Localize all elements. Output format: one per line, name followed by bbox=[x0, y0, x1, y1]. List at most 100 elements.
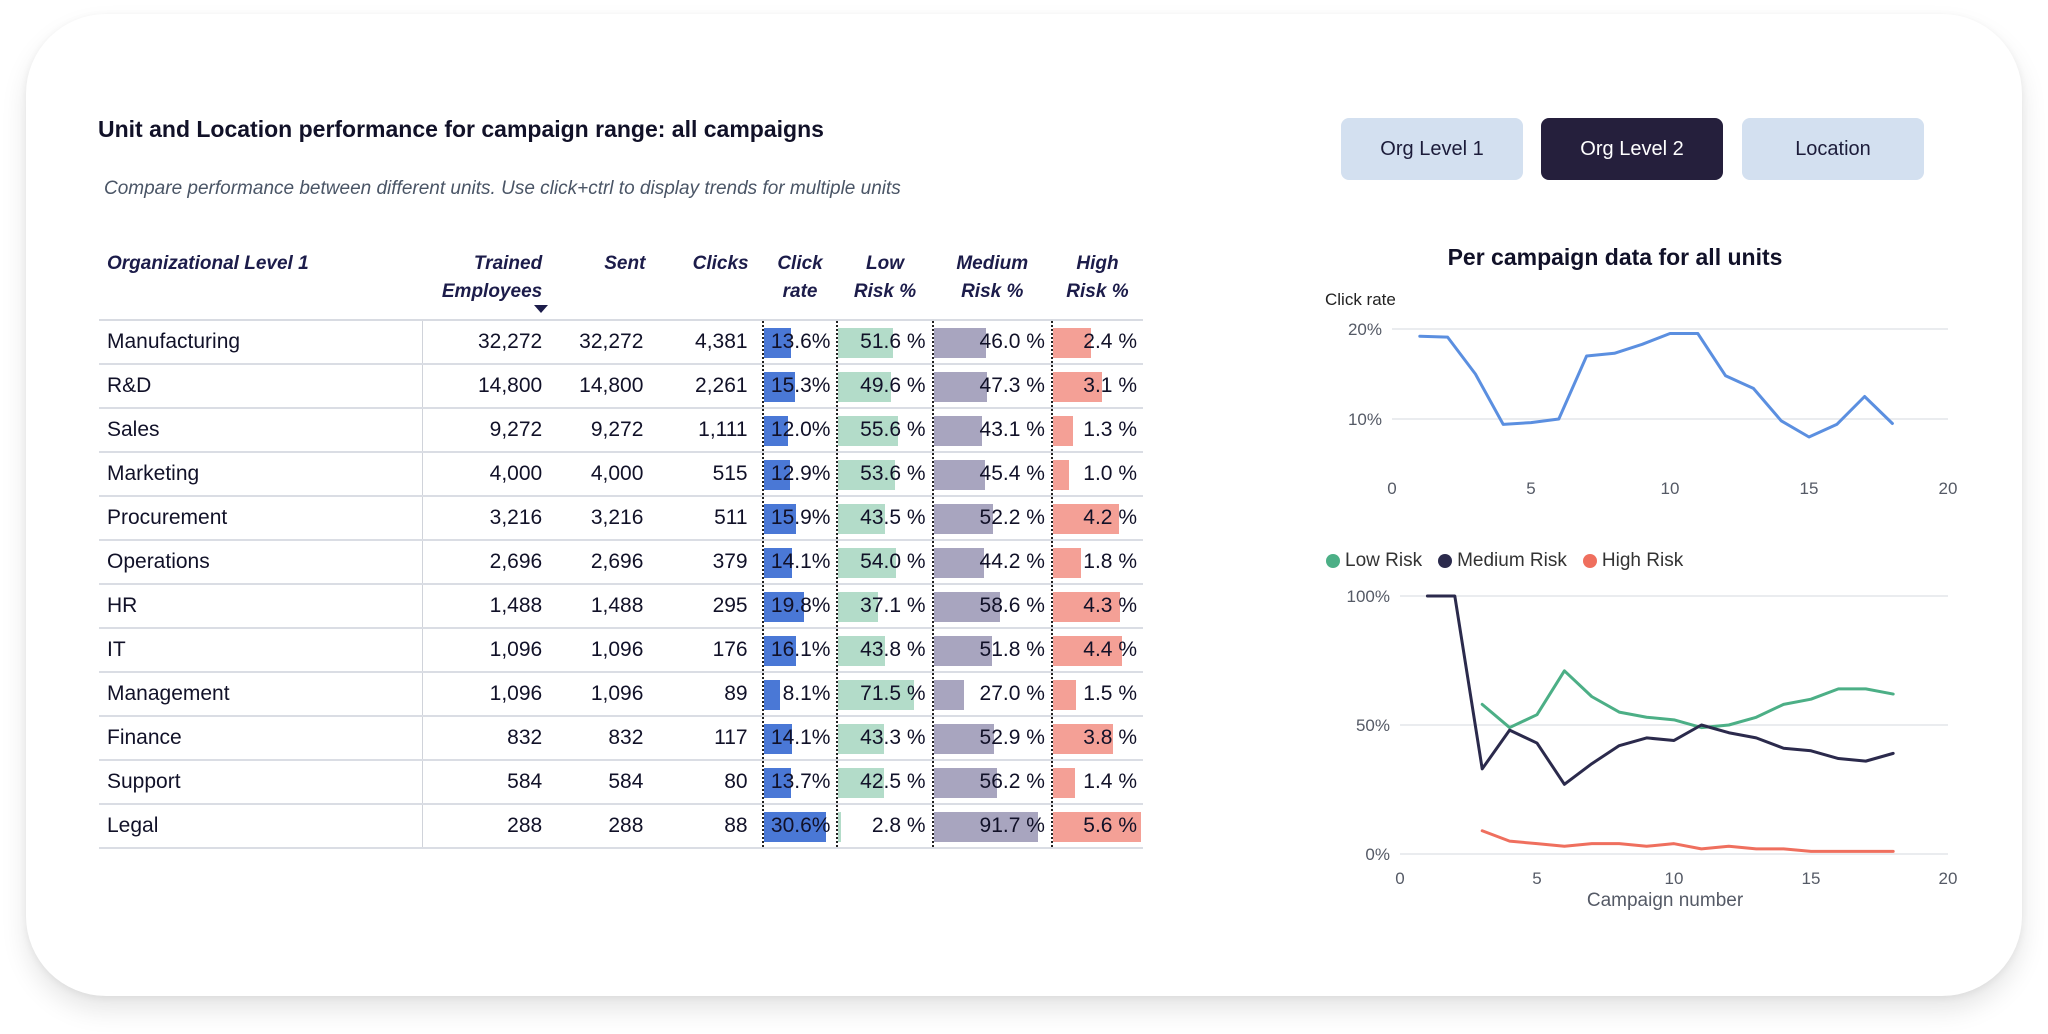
table-row[interactable]: HR 1,488 1,488 295 19.8% 37.1 % 58.6 % 4.3 % bbox=[99, 584, 1143, 629]
medium-risk-value: 45.4 % bbox=[979, 462, 1045, 485]
series-line bbox=[1480, 669, 1895, 730]
click-rate-cell: 13.7% bbox=[761, 760, 838, 805]
medium-risk-bar bbox=[933, 416, 983, 446]
click-rate-bar bbox=[763, 460, 790, 490]
col-header-label: Low bbox=[866, 253, 904, 274]
sort-descending-icon bbox=[534, 305, 549, 313]
high-risk-bar bbox=[1052, 416, 1074, 446]
toggle-org-level-2[interactable]: Org Level 2 bbox=[1541, 118, 1723, 180]
table-row[interactable]: R&D 14,800 14,800 2,261 15.3% 49.6 % 47.3 % 3.1… bbox=[99, 364, 1143, 409]
low-risk-cell: 43.5 % bbox=[836, 496, 933, 541]
table-row[interactable]: Procurement 3,216 3,216 511 15.9% 43.5 % 52.2 … bbox=[99, 496, 1143, 541]
table-header-row: Organizational Level 1 Trained Employees … bbox=[99, 244, 1143, 321]
click-rate-bar bbox=[763, 372, 795, 402]
low-risk-bar bbox=[838, 460, 896, 490]
click-rate-value: 19.8% bbox=[770, 594, 831, 617]
unit-name-cell: Procurement bbox=[99, 496, 424, 541]
high-risk-cell: 4.3 % bbox=[1050, 584, 1143, 629]
toggle-location[interactable]: Location bbox=[1742, 118, 1924, 180]
low-risk-bar bbox=[838, 548, 896, 578]
clicks-cell: 176 bbox=[657, 628, 763, 673]
x-tick-label: 0 bbox=[1387, 479, 1396, 498]
low-risk-cell: 49.6 % bbox=[836, 364, 933, 409]
low-risk-cell: 42.5 % bbox=[836, 760, 933, 805]
low-risk-bar bbox=[838, 416, 898, 446]
medium-risk-bar bbox=[933, 548, 984, 578]
table-row[interactable]: Management 1,096 1,096 89 8.1% 71.5 % 27.0 % 1.… bbox=[99, 672, 1143, 717]
col-header-high-risk[interactable]: High Risk % bbox=[1051, 244, 1143, 321]
table-row[interactable]: Finance 832 832 117 14.1% 43.3 % 52.9 % 3.8 % bbox=[99, 716, 1143, 761]
col-header-clicks[interactable]: Clicks bbox=[657, 244, 763, 321]
series-line bbox=[1425, 594, 1895, 786]
unit-name-cell: Support bbox=[99, 760, 424, 805]
table-row[interactable]: Operations 2,696 2,696 379 14.1% 54.0 % 44.2 %… bbox=[99, 540, 1143, 585]
legend-label: Medium Risk bbox=[1457, 550, 1567, 571]
col-header-medium-risk[interactable]: Medium Risk % bbox=[932, 244, 1052, 321]
low-risk-bar bbox=[838, 504, 885, 534]
units-table: Organizational Level 1 Trained Employees … bbox=[99, 244, 1143, 849]
click-rate-bar bbox=[763, 416, 788, 446]
trained-employees-cell: 3,216 bbox=[422, 496, 553, 541]
click-rate-bar bbox=[763, 328, 792, 358]
click-rate-cell: 15.3% bbox=[761, 364, 838, 409]
low-risk-cell: 43.3 % bbox=[836, 716, 933, 761]
table-row[interactable]: IT 1,096 1,096 176 16.1% 43.8 % 51.8 % 4.4 % bbox=[99, 628, 1143, 673]
sent-cell: 14,800 bbox=[552, 364, 658, 409]
clicks-cell: 1,111 bbox=[657, 408, 763, 453]
legend-item[interactable]: Low Risk bbox=[1326, 550, 1422, 572]
unit-name-cell: Manufacturing bbox=[99, 320, 424, 365]
click-rate-bar bbox=[763, 812, 826, 842]
high-risk-cell: 4.2 % bbox=[1050, 496, 1143, 541]
trained-employees-cell: 288 bbox=[422, 804, 553, 849]
page-title: Unit and Location performance for campai… bbox=[98, 116, 824, 142]
high-risk-cell: 1.5 % bbox=[1050, 672, 1143, 717]
low-risk-bar bbox=[838, 372, 892, 402]
legend-item[interactable]: High Risk bbox=[1582, 550, 1683, 572]
col-header-click-rate[interactable]: Click rate bbox=[762, 244, 838, 321]
sent-cell: 4,000 bbox=[552, 452, 658, 497]
low-risk-value: 71.5 % bbox=[860, 682, 926, 705]
x-tick-label: 5 bbox=[1526, 479, 1535, 498]
toggle-org-level-1[interactable]: Org Level 1 bbox=[1341, 118, 1523, 180]
x-tick-label: 15 bbox=[1800, 479, 1819, 498]
col-header-sent[interactable]: Sent bbox=[552, 244, 658, 321]
low-risk-cell: 2.8 % bbox=[836, 804, 933, 849]
click-rate-chart: 10% 20% 0 5 10 15 20 bbox=[1348, 320, 1958, 498]
medium-risk-bar bbox=[933, 372, 988, 402]
medium-risk-bar bbox=[933, 504, 993, 534]
medium-risk-value: 47.3 % bbox=[979, 374, 1045, 397]
table-row[interactable]: Manufacturing 32,272 32,272 4,381 13.6% 51.6 … bbox=[99, 320, 1143, 365]
click-rate-value: 12.0% bbox=[770, 418, 831, 441]
high-risk-value: 1.3 % bbox=[1083, 418, 1137, 441]
table-row[interactable]: Support 584 584 80 13.7% 42.5 % 56.2 % 1.4 % bbox=[99, 760, 1143, 805]
table-row[interactable]: Legal 288 288 88 30.6% 2.8 % 91.7 % 5.6 % bbox=[99, 804, 1143, 849]
click-rate-cell: 16.1% bbox=[761, 628, 838, 673]
legend-label: Low Risk bbox=[1345, 550, 1423, 571]
low-risk-cell: 37.1 % bbox=[836, 584, 933, 629]
col-header-trained-employees[interactable]: Trained Employees bbox=[422, 244, 553, 321]
col-header-org-level[interactable]: Organizational Level 1 bbox=[99, 244, 423, 321]
sent-cell: 32,272 bbox=[552, 320, 658, 365]
high-risk-bar bbox=[1052, 328, 1091, 358]
high-risk-value: 4.2 % bbox=[1083, 506, 1137, 529]
medium-risk-cell: 47.3 % bbox=[931, 364, 1052, 409]
x-tick-label: 15 bbox=[1802, 869, 1821, 888]
medium-risk-cell: 43.1 % bbox=[931, 408, 1052, 453]
x-tick-label: 20 bbox=[1939, 479, 1958, 498]
medium-risk-value: 91.7 % bbox=[979, 814, 1045, 837]
table-row[interactable]: Marketing 4,000 4,000 515 12.9% 53.6 % 45.4 % 1… bbox=[99, 452, 1143, 497]
table-row[interactable]: Sales 9,272 9,272 1,111 12.0% 55.6 % 43.1 % 1.3… bbox=[99, 408, 1143, 453]
medium-risk-bar bbox=[933, 328, 986, 358]
legend-item[interactable]: Medium Risk bbox=[1438, 550, 1567, 572]
unit-name-cell: Sales bbox=[99, 408, 424, 453]
col-header-low-risk[interactable]: Low Risk % bbox=[837, 244, 933, 321]
low-risk-cell: 71.5 % bbox=[836, 672, 933, 717]
sent-cell: 1,488 bbox=[552, 584, 658, 629]
col-header-label: Medium bbox=[956, 253, 1029, 274]
medium-risk-cell: 91.7 % bbox=[931, 804, 1052, 849]
col-header-label: Risk % bbox=[961, 281, 1024, 302]
medium-risk-bar bbox=[933, 636, 993, 666]
low-risk-value: 51.6 % bbox=[860, 330, 926, 353]
click-rate-value: 30.6% bbox=[770, 814, 831, 837]
col-header-label: High bbox=[1076, 253, 1119, 274]
